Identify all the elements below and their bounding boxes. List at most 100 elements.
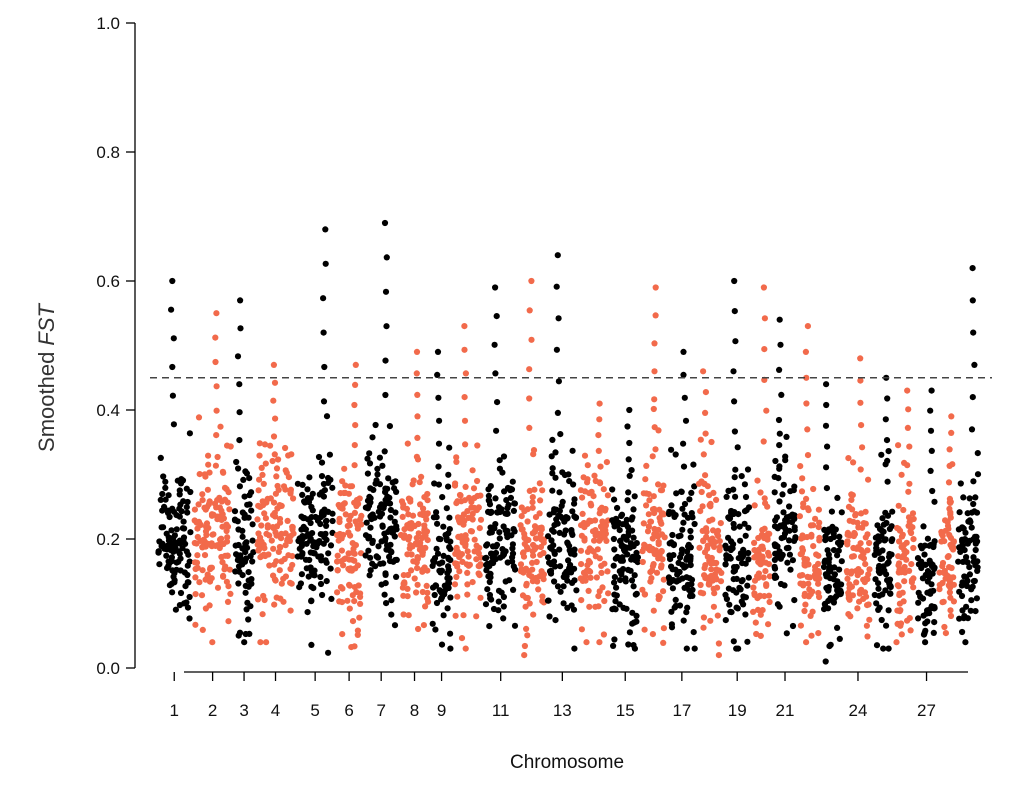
snp-point — [510, 507, 517, 514]
snp-point — [318, 473, 326, 480]
snp-point — [646, 497, 653, 504]
snp-point — [866, 539, 873, 547]
snp-point — [633, 612, 640, 620]
snp-point — [382, 288, 390, 295]
snp-point — [587, 574, 594, 581]
snp-point — [939, 579, 946, 587]
snp-point — [461, 346, 468, 353]
snp-point — [296, 584, 303, 591]
snp-point — [459, 558, 466, 566]
snp-point — [432, 626, 439, 633]
snp-point — [464, 581, 471, 588]
snp-point — [887, 590, 894, 597]
snp-point — [728, 538, 735, 545]
snp-point — [299, 481, 306, 488]
snp-point — [852, 512, 859, 519]
snp-point — [738, 473, 745, 480]
snp-point — [956, 544, 963, 551]
snp-point — [382, 580, 389, 587]
snp-point — [727, 608, 734, 616]
snp-point — [820, 563, 828, 571]
snp-point — [530, 552, 537, 559]
snp-point — [354, 627, 361, 634]
snp-point — [540, 549, 547, 557]
snp-point — [391, 518, 398, 525]
snp-point — [161, 503, 168, 510]
snp-point — [383, 254, 390, 261]
snp-point — [850, 459, 857, 466]
snp-point — [492, 555, 499, 563]
snp-point — [408, 567, 415, 574]
snp-point — [555, 512, 562, 519]
snp-point — [254, 596, 262, 603]
snp-point — [476, 525, 483, 532]
snp-point — [643, 502, 650, 509]
snp-point — [474, 492, 481, 500]
snp-point — [342, 489, 349, 496]
snp-point — [799, 545, 806, 552]
snp-point — [433, 599, 441, 607]
snp-point — [209, 531, 216, 538]
snp-point — [414, 413, 421, 420]
snp-point — [275, 456, 282, 463]
snp-point — [620, 604, 627, 612]
snp-point — [884, 560, 891, 567]
snp-point — [346, 581, 353, 589]
snp-point — [518, 513, 525, 520]
snp-point — [666, 576, 673, 583]
snp-point — [708, 572, 715, 580]
snp-point — [270, 545, 277, 552]
snp-point — [856, 545, 863, 552]
snp-point — [898, 471, 905, 478]
snp-point — [282, 486, 289, 493]
snp-point — [779, 491, 786, 498]
peak-point — [904, 387, 911, 394]
snp-point — [187, 488, 194, 496]
snp-point — [488, 550, 495, 557]
snp-point — [334, 552, 341, 559]
snp-point — [306, 556, 313, 564]
snp-point — [552, 449, 559, 456]
snp-point — [240, 557, 247, 564]
snp-point — [918, 564, 925, 572]
snp-point — [708, 560, 715, 567]
snp-point — [730, 368, 737, 375]
snp-point — [850, 553, 858, 560]
snp-point — [641, 591, 649, 598]
snp-point — [243, 470, 250, 477]
snp-point — [711, 543, 718, 551]
snp-point — [595, 432, 602, 439]
snp-point — [509, 541, 516, 548]
snp-point — [849, 492, 856, 499]
y-tick-label: 0.2 — [96, 530, 120, 549]
snp-point — [320, 295, 327, 302]
snp-point — [592, 517, 599, 524]
snp-point — [464, 548, 471, 555]
snp-point — [439, 559, 446, 566]
snp-point — [462, 483, 469, 490]
snp-point — [628, 467, 635, 474]
snp-point — [706, 517, 713, 525]
snp-point — [206, 602, 213, 609]
snp-point — [883, 622, 890, 629]
snp-point — [786, 551, 794, 558]
snp-point — [184, 509, 191, 516]
snp-point — [348, 567, 355, 574]
snp-point — [186, 430, 193, 437]
snp-point — [374, 465, 381, 472]
snp-point — [549, 470, 556, 477]
snp-point — [624, 544, 632, 551]
snp-point — [860, 555, 868, 562]
snp-point — [381, 591, 388, 598]
x-tick-label: 1 — [169, 701, 178, 720]
snp-point — [282, 467, 289, 474]
snp-point — [597, 463, 604, 470]
snp-point — [909, 510, 917, 517]
snp-point — [223, 521, 230, 528]
snp-point — [822, 658, 829, 665]
snp-point — [831, 571, 839, 578]
snp-point — [473, 542, 480, 549]
snp-point — [462, 541, 469, 548]
snp-point — [322, 557, 329, 564]
snp-point — [468, 498, 475, 506]
